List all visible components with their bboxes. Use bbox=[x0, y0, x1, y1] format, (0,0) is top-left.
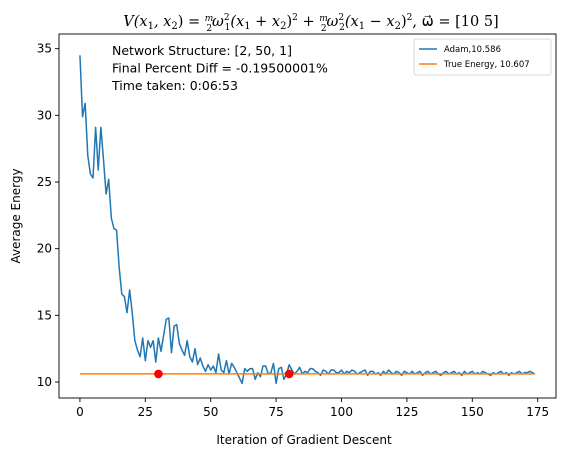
y-tick-label: 35 bbox=[37, 42, 52, 56]
chart-title-text: V(x1, x2) = m 2ω2 1(x1 + x2)2 + m 2ω2 2(x1 −… bbox=[123, 13, 498, 34]
marker-point bbox=[154, 369, 163, 379]
legend-box bbox=[413, 38, 552, 76]
x-tick-label: 150 bbox=[461, 405, 484, 419]
x-tick-label: 125 bbox=[395, 405, 418, 419]
legend-label: Adam,10.586 bbox=[444, 45, 501, 55]
series-layer bbox=[79, 55, 536, 385]
annotation-line: Network Structure: [2, 50, 1] bbox=[112, 43, 292, 58]
marker-point bbox=[284, 369, 294, 379]
y-axis-ticks: 10 15 20 25 30 35 bbox=[37, 42, 59, 389]
marker-layer bbox=[154, 369, 294, 379]
x-tick-label: 75 bbox=[268, 405, 283, 419]
series-line-adam bbox=[79, 55, 536, 385]
chart-title: V(x1, x2) = m 2ω2 1(x1 + x2)2 + m 2ω2 2(x1 −… bbox=[123, 13, 498, 34]
legend: Adam,10.586 True Energy, 10.607 bbox=[413, 38, 552, 76]
y-axis-label: Average Energy bbox=[9, 168, 23, 263]
x-tick-label: 100 bbox=[330, 405, 353, 419]
annotation-block: Network Structure: [2, 50, 1] Final Perce… bbox=[111, 43, 328, 93]
y-tick-label: 30 bbox=[37, 108, 52, 122]
plot-area bbox=[58, 33, 557, 399]
y-tick-label: 20 bbox=[37, 242, 52, 256]
legend-label: True Energy, 10.607 bbox=[443, 60, 530, 70]
x-axis-ticks: 0 25 50 75 100 125 150 175 bbox=[76, 398, 549, 419]
annotation-line: Time taken: 0:06:53 bbox=[111, 78, 238, 93]
x-tick-label: 25 bbox=[138, 405, 153, 419]
annotation-line: Final Percent Diff = -0.19500001% bbox=[112, 61, 328, 76]
x-tick-label: 0 bbox=[76, 405, 84, 419]
x-tick-label: 175 bbox=[526, 405, 549, 419]
y-tick-label: 10 bbox=[37, 375, 52, 389]
y-tick-label: 25 bbox=[37, 175, 52, 189]
x-tick-label: 50 bbox=[203, 405, 218, 419]
y-tick-label: 15 bbox=[37, 308, 52, 322]
x-axis-label: Iteration of Gradient Descent bbox=[216, 433, 392, 447]
